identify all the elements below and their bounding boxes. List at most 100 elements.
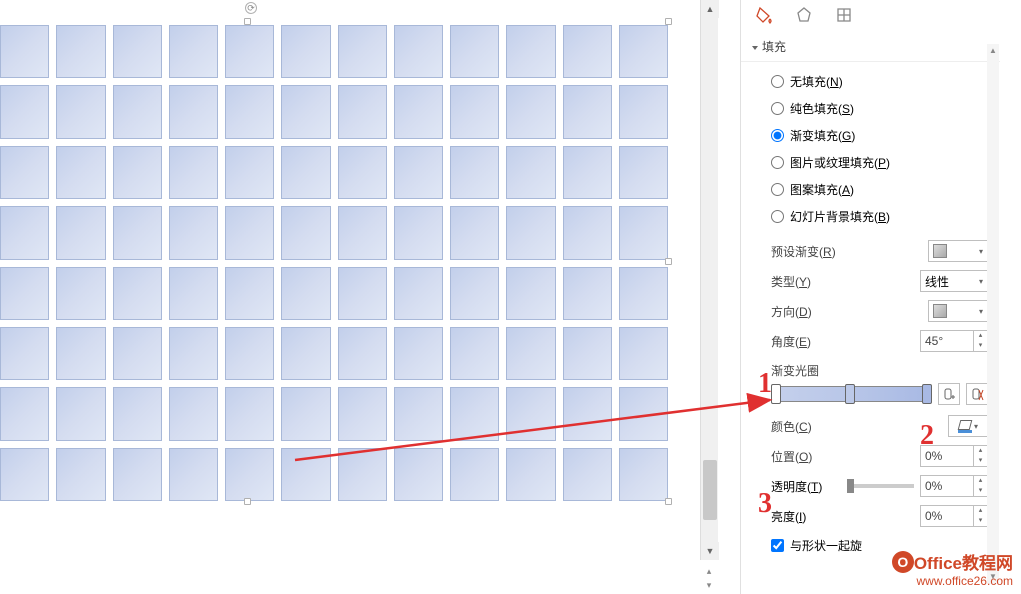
table-cell[interactable] — [225, 206, 274, 259]
table-cell[interactable] — [56, 206, 105, 259]
table-cell[interactable] — [506, 327, 555, 380]
table-cell[interactable] — [281, 387, 330, 440]
table-cell[interactable] — [563, 85, 612, 138]
table-cell[interactable] — [0, 146, 49, 199]
gradient-type-dropdown[interactable]: 线性▾ — [920, 270, 988, 292]
preset-gradient-dropdown[interactable]: ▾ — [928, 240, 988, 262]
brightness-spinner[interactable]: 0% ▴▾ — [920, 505, 988, 527]
table-cell[interactable] — [563, 267, 612, 320]
scroll-up-button[interactable]: ▲ — [701, 0, 719, 18]
table-cell[interactable] — [169, 206, 218, 259]
gradient-stop-3[interactable] — [922, 384, 932, 404]
table-cell[interactable] — [338, 206, 387, 259]
table-cell[interactable] — [0, 206, 49, 259]
table-cell[interactable] — [281, 267, 330, 320]
table-cell[interactable] — [225, 387, 274, 440]
table-cell[interactable] — [0, 25, 49, 78]
table-cell[interactable] — [225, 85, 274, 138]
table-cell[interactable] — [506, 146, 555, 199]
table-cell[interactable] — [506, 387, 555, 440]
selection-handle-bottom[interactable] — [244, 498, 251, 505]
table-cell[interactable] — [0, 387, 49, 440]
radio-no-fill[interactable]: 无填充(N) — [771, 68, 980, 95]
radio-solid-fill[interactable]: 纯色填充(S) — [771, 95, 980, 122]
table-cell[interactable] — [506, 448, 555, 501]
selection-handle-right[interactable] — [665, 258, 672, 265]
table-cell[interactable] — [281, 85, 330, 138]
table-cell[interactable] — [450, 327, 499, 380]
table-cell[interactable] — [113, 25, 162, 78]
table-shape[interactable] — [0, 25, 668, 501]
table-cell[interactable] — [506, 25, 555, 78]
table-cell[interactable] — [563, 448, 612, 501]
table-cell[interactable] — [113, 267, 162, 320]
scroll-thumb[interactable] — [703, 460, 717, 520]
prev-slide-button[interactable]: ▴ — [700, 564, 718, 578]
table-cell[interactable] — [450, 448, 499, 501]
table-cell[interactable] — [619, 146, 668, 199]
table-cell[interactable] — [619, 206, 668, 259]
radio-picture-fill[interactable]: 图片或纹理填充(P) — [771, 149, 980, 176]
slide-canvas[interactable]: ⟳ ▲ ▼ ▴ ▾ — [0, 0, 720, 594]
table-cell[interactable] — [338, 85, 387, 138]
table-cell[interactable] — [0, 85, 49, 138]
table-cell[interactable] — [281, 206, 330, 259]
table-cell[interactable] — [394, 146, 443, 199]
table-cell[interactable] — [113, 327, 162, 380]
table-cell[interactable] — [619, 267, 668, 320]
table-cell[interactable] — [225, 25, 274, 78]
gradient-stops-slider[interactable] — [771, 386, 932, 402]
gradient-color-dropdown[interactable]: ▾ — [948, 415, 988, 437]
table-cell[interactable] — [394, 267, 443, 320]
selection-handle-br[interactable] — [665, 498, 672, 505]
table-cell[interactable] — [506, 267, 555, 320]
table-cell[interactable] — [56, 85, 105, 138]
table-cell[interactable] — [56, 387, 105, 440]
table-cell[interactable] — [619, 25, 668, 78]
table-cell[interactable] — [169, 327, 218, 380]
scroll-down-button[interactable]: ▼ — [701, 542, 719, 560]
gradient-angle-spinner[interactable]: 45° ▴▾ — [920, 330, 988, 352]
table-cell[interactable] — [0, 448, 49, 501]
table-cell[interactable] — [338, 448, 387, 501]
table-cell[interactable] — [56, 25, 105, 78]
table-cell[interactable] — [0, 267, 49, 320]
table-cell[interactable] — [394, 327, 443, 380]
table-cell[interactable] — [338, 327, 387, 380]
table-cell[interactable] — [450, 85, 499, 138]
transparency-slider[interactable] — [847, 484, 914, 488]
table-cell[interactable] — [56, 146, 105, 199]
table-cell[interactable] — [563, 387, 612, 440]
table-cell[interactable] — [338, 267, 387, 320]
table-cell[interactable] — [225, 267, 274, 320]
table-cell[interactable] — [619, 85, 668, 138]
table-cell[interactable] — [169, 146, 218, 199]
radio-pattern-fill[interactable]: 图案填充(A) — [771, 176, 980, 203]
table-cell[interactable] — [281, 327, 330, 380]
table-cell[interactable] — [394, 25, 443, 78]
tab-size[interactable] — [833, 4, 855, 26]
rotation-handle[interactable]: ⟳ — [245, 2, 257, 14]
table-cell[interactable] — [394, 206, 443, 259]
table-cell[interactable] — [338, 146, 387, 199]
tab-effects[interactable] — [793, 4, 815, 26]
table-cell[interactable] — [563, 146, 612, 199]
table-cell[interactable] — [506, 85, 555, 138]
table-cell[interactable] — [56, 448, 105, 501]
table-cell[interactable] — [225, 448, 274, 501]
table-cell[interactable] — [281, 448, 330, 501]
table-cell[interactable] — [450, 387, 499, 440]
table-cell[interactable] — [619, 387, 668, 440]
table-cell[interactable] — [113, 387, 162, 440]
panel-scrollbar[interactable]: ▲ ▼ — [987, 44, 999, 584]
table-cell[interactable] — [225, 327, 274, 380]
table-cell[interactable] — [56, 267, 105, 320]
table-cell[interactable] — [394, 387, 443, 440]
radio-gradient-fill[interactable]: 渐变填充(G) — [771, 122, 980, 149]
table-cell[interactable] — [281, 146, 330, 199]
section-fill-header[interactable]: 填充 — [741, 32, 1000, 62]
table-cell[interactable] — [338, 25, 387, 78]
table-cell[interactable] — [169, 387, 218, 440]
gradient-direction-dropdown[interactable]: ▾ — [928, 300, 988, 322]
table-cell[interactable] — [394, 85, 443, 138]
